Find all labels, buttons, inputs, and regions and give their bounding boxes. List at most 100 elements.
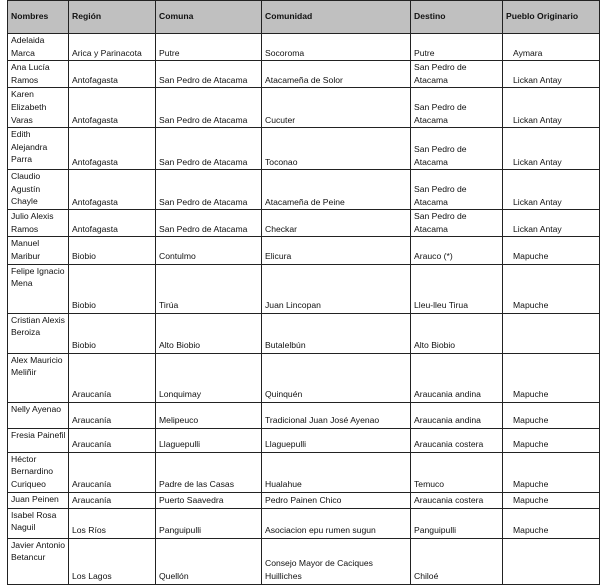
cell-nombre: Adelaida Marca — [7, 32, 69, 62]
cell-region: Araucanía — [68, 451, 156, 493]
cell-pueblo-originario: Mapuche — [502, 263, 600, 314]
header-destino: Destino — [410, 0, 503, 34]
cell-comuna: San Pedro de Atacama — [155, 127, 262, 171]
cell-region: Araucanía — [68, 352, 156, 403]
cell-region: Antofagasta — [68, 169, 156, 211]
cell-destino: Temuco — [410, 451, 503, 493]
cell-comunidad: Hualahue — [261, 451, 411, 493]
cell-pueblo-originario: Mapuche — [502, 352, 600, 403]
cell-region: Biobio — [68, 263, 156, 314]
cell-destino: San Pedro de Atacama — [410, 169, 503, 211]
cell-destino: Arauco (*) — [410, 236, 503, 265]
cell-pueblo-originario — [502, 537, 600, 585]
cell-comunidad: Cucuter — [261, 87, 411, 129]
table-row: Ana Lucía Ramos Antofagasta San Pedro de A… — [7, 60, 600, 89]
cell-comuna: San Pedro de Atacama — [155, 87, 262, 129]
cell-comunidad: Toconao — [261, 127, 411, 171]
table-row: Isabel Rosa Naguil Los Ríos Panguipulli Aso… — [7, 507, 600, 539]
cell-destino: Putre — [410, 32, 503, 62]
cell-comuna: Putre — [155, 32, 262, 62]
cell-comuna: Tirúa — [155, 263, 262, 314]
table-row: Edith Alejandra Parra Antofagasta San Pedr… — [7, 127, 600, 171]
cell-comuna: Contulmo — [155, 236, 262, 265]
cell-region: Los Lagos — [68, 537, 156, 585]
cell-comunidad: Tradicional Juan José Ayenao — [261, 401, 411, 429]
table-row: Manuel Maribur Biobio Contulmo Elicura Arauc… — [7, 236, 600, 265]
cell-pueblo-originario: Lickan Antay — [502, 209, 600, 238]
cell-pueblo-originario: Mapuche — [502, 427, 600, 453]
cell-nombre: Ana Lucía Ramos — [7, 60, 69, 89]
cell-comunidad: Atacameña de Solor — [261, 60, 411, 89]
cell-comuna: Llaguepulli — [155, 427, 262, 453]
header-nombres: Nombres — [7, 0, 69, 34]
cell-destino: Araucania andina — [410, 352, 503, 403]
cell-region: Antofagasta — [68, 60, 156, 89]
cell-comunidad: Llaguepulli — [261, 427, 411, 453]
cell-comunidad: Elicura — [261, 236, 411, 265]
cell-region: Arica y Parinacota — [68, 32, 156, 62]
header-comunidad: Comunidad — [261, 0, 411, 34]
table-row: Juan Peinen Araucanía Puerto Saavedra Pedro… — [7, 491, 600, 509]
cell-region: Antofagasta — [68, 87, 156, 129]
cell-destino: San Pedro de Atacama — [410, 127, 503, 171]
cell-nombre: Alex Mauricio Meliñir — [7, 352, 69, 403]
cell-destino: Chiloé — [410, 537, 503, 585]
table-row: Karen Elizabeth Varas Antofagasta San Pedr… — [7, 87, 600, 129]
cell-destino: Panguipulli — [410, 507, 503, 539]
table-row: Julio Alexis Ramos Antofagasta San Pedro d… — [7, 209, 600, 238]
cell-nombre: Edith Alejandra Parra — [7, 127, 69, 171]
cell-comuna: Melipeuco — [155, 401, 262, 429]
cell-comuna: San Pedro de Atacama — [155, 209, 262, 238]
cell-comunidad: Checkar — [261, 209, 411, 238]
cell-region: Araucanía — [68, 427, 156, 453]
cell-nombre: Héctor Bernardino Curiqueo — [7, 451, 69, 493]
header-pueblo-originario: Pueblo Originario — [502, 0, 600, 34]
cell-destino: Araucania costera — [410, 427, 503, 453]
cell-nombre: Claudio Agustín Chayle — [7, 169, 69, 211]
cell-destino: Araucania costera — [410, 491, 503, 509]
table-row: Alex Mauricio Meliñir Araucanía Lonquimay Q… — [7, 352, 600, 403]
cell-nombre: Manuel Maribur — [7, 236, 69, 265]
table-row: Claudio Agustín Chayle Antofagasta San Ped… — [7, 169, 600, 211]
cell-nombre: Fresia Painefil — [7, 427, 69, 453]
cell-destino: San Pedro de Atacama — [410, 87, 503, 129]
cell-pueblo-originario: Lickan Antay — [502, 127, 600, 171]
cell-comuna: Lonquimay — [155, 352, 262, 403]
cell-region: Araucanía — [68, 491, 156, 509]
table-row: Felipe Ignacio Mena Biobio Tirúa Juan Linco… — [7, 263, 600, 314]
cell-destino: Alto Biobio — [410, 312, 503, 354]
cell-comuna: San Pedro de Atacama — [155, 169, 262, 211]
cell-pueblo-originario: Mapuche — [502, 401, 600, 429]
cell-pueblo-originario: Mapuche — [502, 451, 600, 493]
cell-nombre: Felipe Ignacio Mena — [7, 263, 69, 314]
cell-pueblo-originario: Mapuche — [502, 507, 600, 539]
cell-region: Biobio — [68, 312, 156, 354]
table-row: Adelaida Marca Arica y Parinacota Putre Soc… — [7, 32, 600, 62]
cell-comuna: Padre de las Casas — [155, 451, 262, 493]
cell-nombre: Isabel Rosa Naguil — [7, 507, 69, 539]
cell-comunidad: Pedro Painen Chico — [261, 491, 411, 509]
cell-region: Biobio — [68, 236, 156, 265]
cell-destino: Lleu-lleu Tirua — [410, 263, 503, 314]
header-region: Región — [68, 0, 156, 34]
cell-pueblo-originario: Mapuche — [502, 491, 600, 509]
cell-pueblo-originario — [502, 312, 600, 354]
cell-destino: Araucania andina — [410, 401, 503, 429]
cell-nombre: Cristian Alexis Beroiza — [7, 312, 69, 354]
cell-comunidad: Butalelbún — [261, 312, 411, 354]
cell-comunidad: Consejo Mayor de Caciques Huilliches — [261, 537, 411, 585]
cell-comunidad: Quinquén — [261, 352, 411, 403]
table-row: Nelly Ayenao Araucanía Melipeuco Tradiciona… — [7, 401, 600, 429]
header-row: Nombres Región Comuna Comunidad Destino … — [7, 0, 600, 34]
cell-nombre: Nelly Ayenao — [7, 401, 69, 429]
table-body: Adelaida Marca Arica y Parinacota Putre Soc… — [7, 32, 600, 585]
table-row: Fresia Painefil Araucanía Llaguepulli Llagu… — [7, 427, 600, 453]
table-row: Héctor Bernardino Curiqueo Araucanía Padre… — [7, 451, 600, 493]
cell-nombre: Karen Elizabeth Varas — [7, 87, 69, 129]
cell-nombre: Javier Antonio Betancur — [7, 537, 69, 585]
cell-region: Antofagasta — [68, 127, 156, 171]
cell-pueblo-originario: Mapuche — [502, 236, 600, 265]
table-row: Javier Antonio Betancur Los Lagos Quellón C… — [7, 537, 600, 585]
cell-comunidad: Atacameña de Peine — [261, 169, 411, 211]
cell-comuna: Quellón — [155, 537, 262, 585]
